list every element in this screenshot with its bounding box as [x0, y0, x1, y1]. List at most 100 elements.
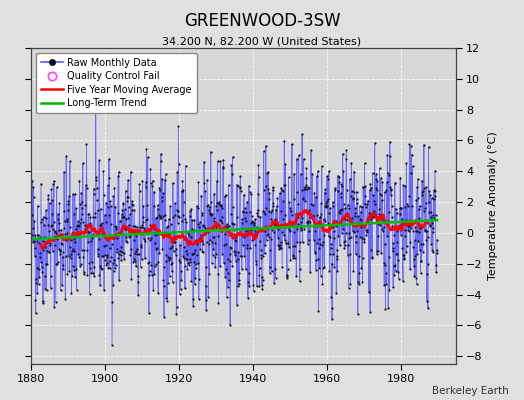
Point — [89, 214, 97, 220]
Point — [291, 242, 300, 249]
Point — [308, 170, 316, 177]
Point — [379, 217, 387, 224]
Point — [335, 179, 344, 186]
Point — [85, 228, 93, 235]
Point — [295, 248, 303, 254]
Point — [237, 253, 245, 260]
Point — [222, 266, 231, 272]
Point — [384, 218, 392, 224]
Point — [90, 273, 99, 279]
Point — [103, 254, 111, 260]
Point — [169, 214, 178, 220]
Point — [158, 246, 167, 252]
Point — [208, 239, 216, 245]
Point — [252, 258, 260, 264]
Point — [88, 235, 96, 242]
Point — [233, 214, 242, 220]
Point — [60, 168, 68, 175]
Point — [373, 178, 381, 184]
Point — [167, 261, 176, 267]
Point — [419, 241, 427, 247]
Point — [397, 222, 406, 228]
Point — [241, 215, 249, 222]
Point — [201, 188, 209, 195]
Point — [135, 251, 143, 257]
Point — [285, 199, 293, 206]
Point — [133, 224, 141, 230]
Point — [124, 214, 133, 221]
Point — [55, 226, 63, 233]
Point — [156, 213, 164, 220]
Point — [394, 257, 402, 263]
Point — [243, 245, 251, 252]
Point — [354, 212, 362, 219]
Point — [174, 161, 183, 167]
Point — [274, 234, 282, 241]
Point — [175, 256, 183, 263]
Point — [265, 195, 274, 202]
Point — [200, 159, 208, 165]
Point — [58, 282, 67, 289]
Point — [114, 210, 122, 216]
Point — [132, 248, 140, 254]
Point — [224, 182, 233, 188]
Point — [431, 211, 440, 218]
Point — [289, 252, 297, 258]
Point — [345, 205, 353, 211]
Point — [89, 270, 97, 276]
Point — [203, 202, 212, 209]
Point — [148, 272, 156, 279]
Point — [408, 163, 417, 170]
Point — [285, 226, 293, 232]
Point — [94, 252, 103, 259]
Point — [365, 289, 373, 295]
Point — [396, 174, 405, 181]
Point — [113, 249, 121, 256]
Point — [180, 263, 189, 269]
Point — [425, 188, 433, 194]
Point — [111, 223, 119, 230]
Point — [195, 276, 203, 282]
Point — [56, 248, 64, 255]
Point — [371, 210, 379, 217]
Point — [259, 208, 267, 214]
Point — [336, 190, 345, 196]
Point — [410, 262, 418, 269]
Point — [173, 207, 181, 214]
Point — [207, 199, 215, 205]
Point — [228, 262, 236, 269]
Point — [389, 245, 398, 251]
Point — [202, 264, 211, 270]
Point — [69, 246, 78, 253]
Point — [163, 230, 171, 236]
Point — [80, 270, 88, 277]
Point — [269, 184, 277, 190]
Point — [108, 342, 116, 348]
Point — [344, 252, 352, 258]
Point — [149, 287, 157, 294]
Point — [54, 220, 63, 227]
Point — [244, 228, 253, 234]
Point — [108, 299, 116, 305]
Point — [256, 265, 264, 271]
Point — [275, 246, 283, 252]
Point — [90, 191, 98, 198]
Point — [395, 224, 403, 231]
Point — [373, 248, 381, 254]
Point — [65, 193, 73, 199]
Point — [223, 270, 232, 276]
Point — [361, 192, 369, 199]
Point — [111, 204, 119, 210]
Point — [95, 271, 104, 278]
Point — [117, 252, 125, 258]
Point — [412, 196, 420, 203]
Point — [278, 264, 286, 270]
Point — [171, 238, 180, 245]
Point — [285, 174, 293, 181]
Point — [101, 242, 110, 248]
Point — [128, 201, 137, 207]
Point — [246, 220, 255, 226]
Point — [151, 240, 159, 246]
Point — [152, 231, 161, 237]
Point — [404, 227, 412, 234]
